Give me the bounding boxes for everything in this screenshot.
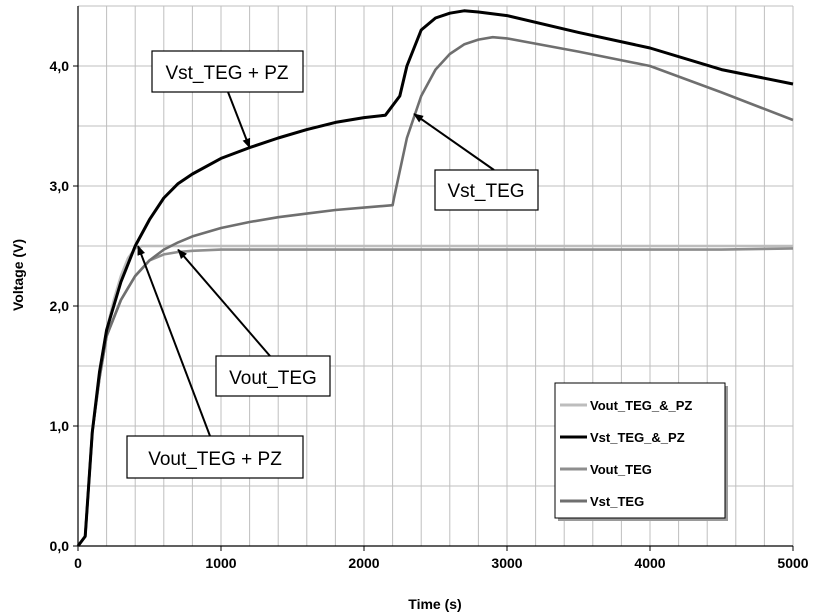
annotation-box (151, 50, 304, 93)
axes: 0 1000 2000 3000 4000 5000 0,0 1,0 2,0 3,0 4,0 (50, 6, 809, 571)
x-tick-label: 0 (74, 555, 82, 571)
annotation-label: Vout_TEG + PZ (148, 449, 282, 470)
y-tick-label: 2,0 (50, 298, 70, 314)
y-axis-title: Voltage (V) (10, 239, 26, 311)
y-tick-label: 0,0 (50, 538, 70, 554)
annotation-label: Vout_TEG (229, 368, 317, 389)
annotations: Vst_TEG + PZ Vst_TEG Vout_TEG Vout_TEG + PZ (126, 50, 539, 479)
annotation-arrow (227, 91, 251, 149)
annotation-arrow (137, 245, 211, 437)
annotation-box (126, 435, 304, 479)
annotation-label: Vst_TEG + PZ (165, 63, 288, 84)
legend-entry: Vst_TEG_&_PZ (590, 430, 685, 445)
x-tick-label: 1000 (205, 555, 236, 571)
legend-entry: Vout_TEG_&_PZ (590, 398, 692, 413)
y-tick-label: 1,0 (50, 418, 70, 434)
series-lines (76, 9, 794, 547)
annotation-box (434, 169, 539, 211)
x-tick-label: 5000 (777, 555, 808, 571)
legend: Vout_TEG_&_PZ Vst_TEG_&_PZ Vout_TEG Vst_TEG (554, 382, 728, 521)
y-tick-label: 4,0 (50, 58, 70, 74)
x-tick-label: 2000 (348, 555, 379, 571)
annotation-label: Vst_TEG (447, 181, 524, 202)
annotation-arrow (413, 113, 495, 171)
series-line-vst-teg-pz (76, 9, 794, 547)
legend-entry: Vst_TEG (590, 494, 644, 509)
legend-entry: Vout_TEG (590, 462, 652, 477)
x-axis-title: Time (s) (408, 596, 461, 612)
x-tick-label: 4000 (634, 555, 665, 571)
x-tick-label: 3000 (491, 555, 522, 571)
annotation-arrow (177, 248, 271, 357)
series-line-vst-teg (76, 35, 794, 547)
y-tick-label: 3,0 (50, 178, 70, 194)
annotation-box (215, 355, 331, 397)
